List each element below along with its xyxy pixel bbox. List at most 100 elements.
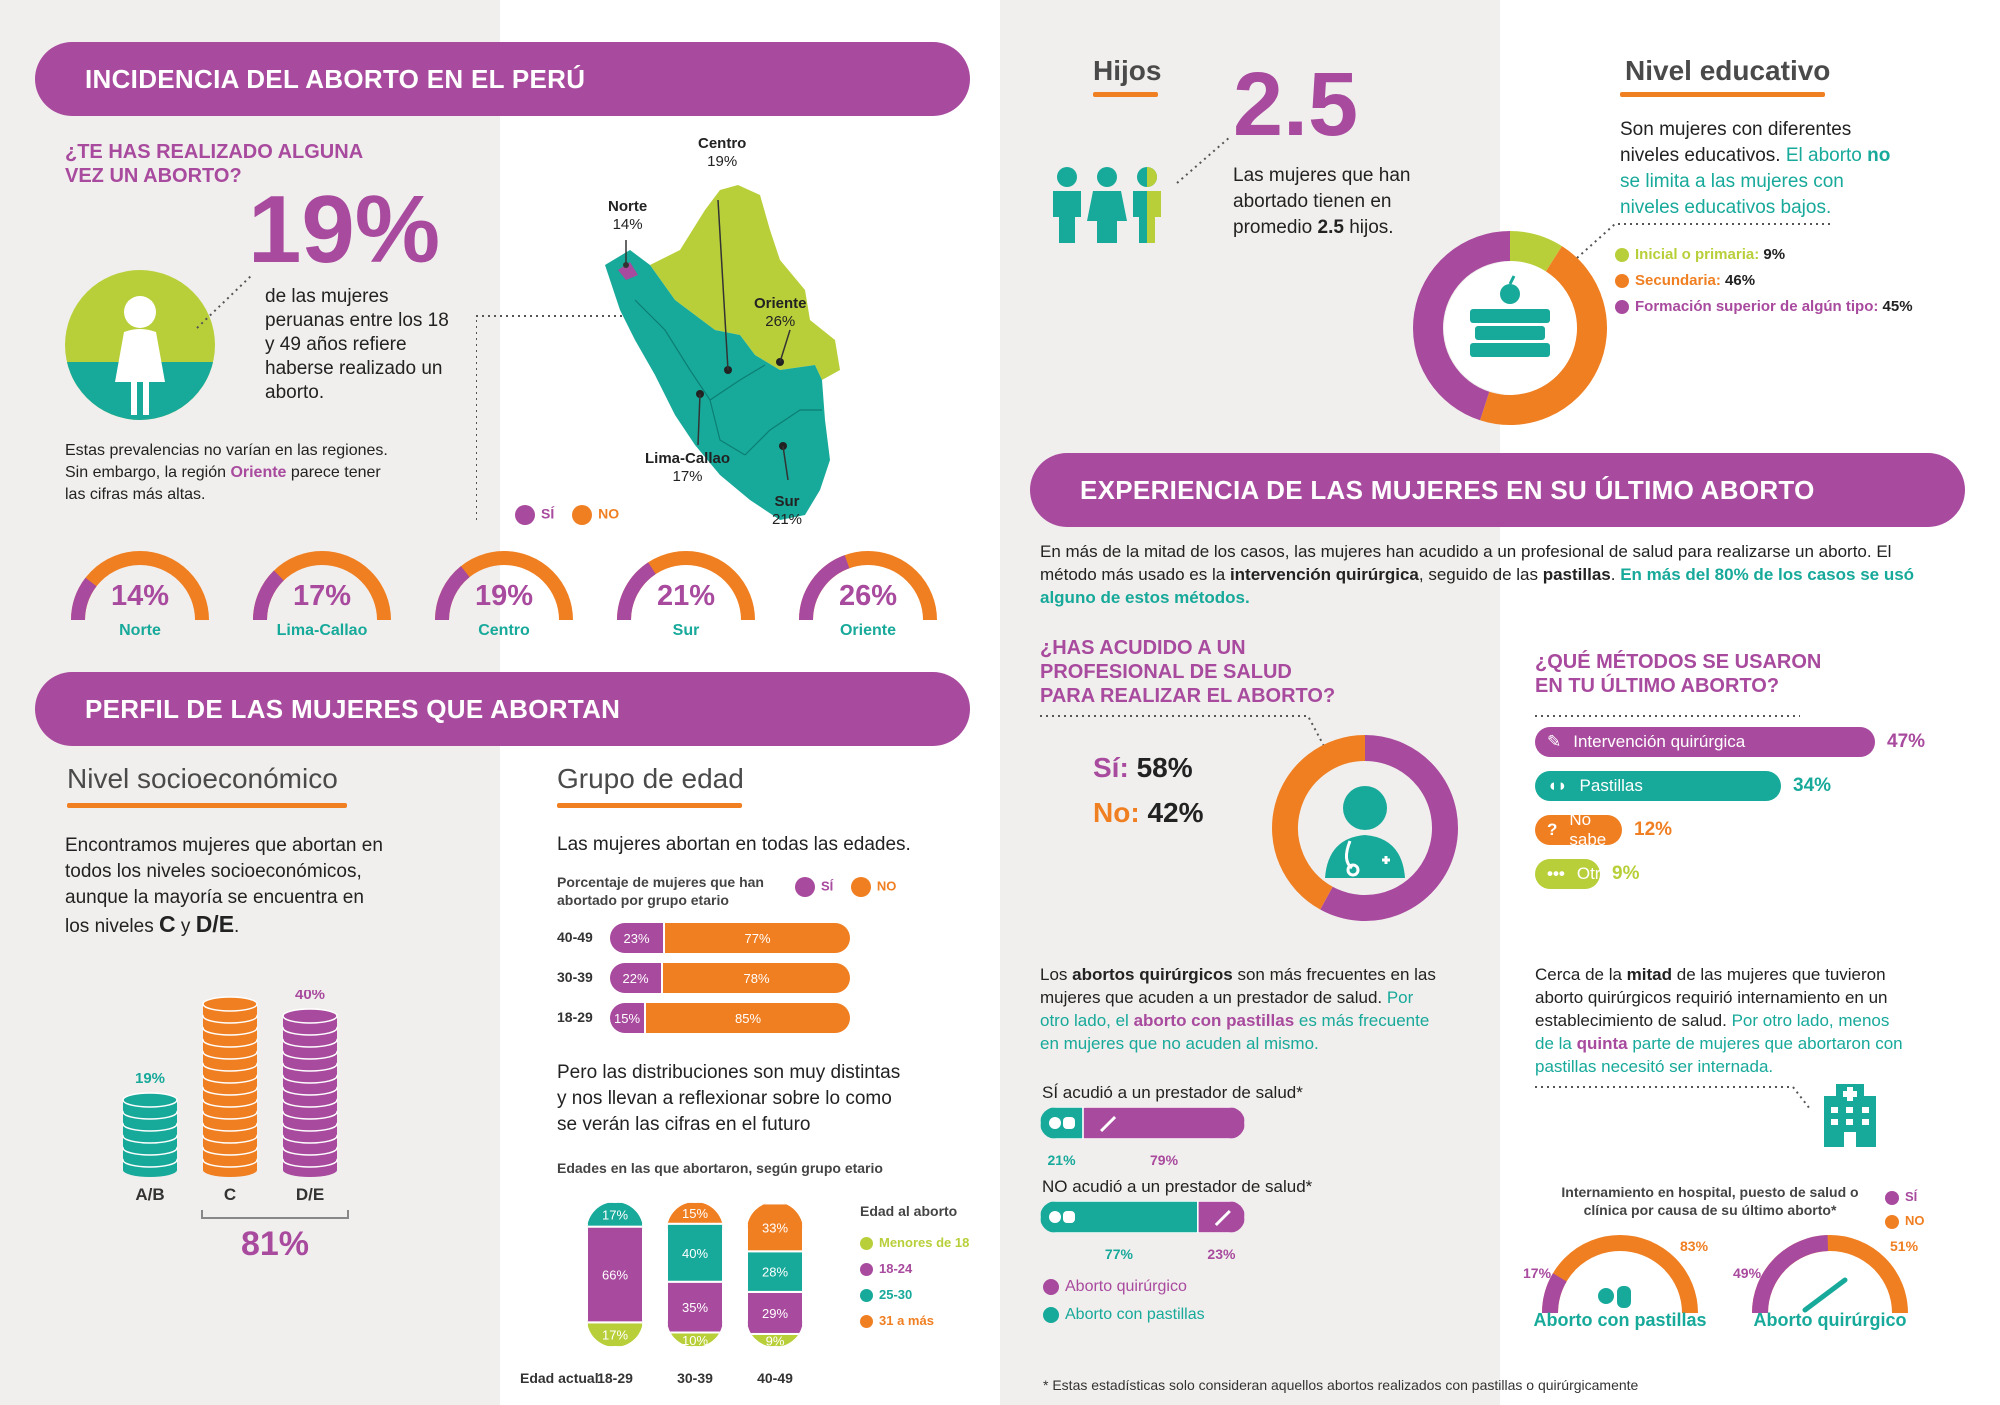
age-group-label: 30-39: [677, 1370, 713, 1386]
region-gauge: [71, 551, 209, 621]
no-label: No:: [1093, 797, 1140, 828]
edad-underline: [557, 803, 742, 808]
legend-dot: [1615, 248, 1629, 263]
educ-donut-chart: [1413, 231, 1607, 425]
method-pct: 47%: [1887, 731, 1926, 752]
region-gauge: [617, 551, 755, 621]
method-icon: ?: [1547, 820, 1558, 839]
prest-pct: 21%: [1048, 1152, 1077, 1168]
intro-bold: pastillas: [1542, 565, 1611, 584]
map-legend: SÍ NO: [515, 505, 619, 525]
q-metodos: ¿QUÉ MÉTODOS SE USARON EN TU ÚLTIMO ABOR…: [1535, 650, 1821, 698]
quir-text: es más frecuente: [1294, 1011, 1430, 1030]
gauge-si-arc: [617, 562, 657, 621]
question-line: ¿QUÉ MÉTODOS SE USARON: [1535, 651, 1822, 673]
hijos-value: 2.5: [1317, 217, 1344, 238]
legend-label: Menores de 18: [879, 1235, 970, 1250]
intro-highlight: En más del 80% de los casos se usó: [1620, 565, 1915, 584]
edad-text: Pero las distribuciones son muy distinta…: [557, 1060, 900, 1138]
experiencia-intro: En más de la mitad de los casos, las muj…: [1040, 540, 1914, 609]
legend-item: NO: [1885, 1209, 1925, 1233]
educ-text: Son mujeres con diferentes niveles educa…: [1620, 117, 1890, 221]
age-pill-seg: [747, 1250, 803, 1293]
dotted-connector: [1176, 136, 1231, 184]
mitad-text: de la: [1535, 1034, 1577, 1053]
age-pill-label: 17%: [602, 1207, 628, 1222]
prest-si-title: SÍ acudió a un prestador de salud*: [1042, 1083, 1303, 1102]
legend-dot: [860, 1237, 873, 1251]
prest-pct: 23%: [1207, 1246, 1236, 1262]
hijos-line: promedio 2.5 hijos.: [1233, 215, 1410, 241]
method-label: No sabe: [1569, 810, 1607, 849]
legend-pct: 9%: [1763, 246, 1786, 263]
edad-chart-title: Porcentaje de mujeres que han abortado p…: [557, 873, 764, 909]
legend-label: 18-24: [879, 1261, 913, 1276]
age-pill-label: 33%: [762, 1220, 788, 1235]
socio-line: los niveles C y D/E.: [65, 911, 383, 940]
coin-pct: 40%: [295, 990, 325, 1003]
map-label-norte: Norte 14%: [608, 198, 647, 234]
bg-right: [1000, 0, 1500, 1405]
gauge-name: Aborto con pastillas: [1533, 1310, 1707, 1330]
quir-text: mujeres que acuden a un prestador de sal…: [1040, 988, 1387, 1007]
edad-text-line: Pero las distribuciones son muy distinta…: [557, 1062, 901, 1083]
edad-intro: Las mujeres abortan en todas las edades.: [557, 834, 911, 855]
perfil-banner-text: PERFIL DE LAS MUJERES QUE ABORTAN: [85, 693, 621, 724]
mitad-text: Cerca de la mitad de las mujeres que tuv…: [1535, 963, 1903, 1078]
educ-line: niveles educativos. El aborto no: [1620, 143, 1890, 169]
coin-pct: 41%: [215, 990, 245, 991]
quir-highlight: Por: [1386, 988, 1414, 1007]
legend-item: Aborto quirúrgico: [1043, 1273, 1205, 1301]
quir-bold: aborto con pastillas: [1133, 1011, 1295, 1030]
mitad-bold: mitad: [1626, 965, 1673, 984]
note-text: parece tener: [286, 464, 381, 481]
gauge-si-arc: [435, 566, 470, 621]
gauge-no-pct: 83%: [1680, 1238, 1709, 1254]
mitad-text: establecimiento de salud.: [1535, 1011, 1732, 1030]
note-line: Sin embargo, la región Oriente parece te…: [65, 462, 388, 484]
intern-legend: SÍ NO: [1885, 1185, 1925, 1233]
quir-line: en mujeres que no acuden al mismo.: [1040, 1034, 1319, 1053]
method-bar: ? No sabe: [1535, 810, 1622, 849]
title-line: Internamiento en hospital, puesto de sal…: [1561, 1184, 1859, 1200]
age-group-label: 18-29: [597, 1370, 633, 1386]
intro-bold: intervención quirúrgica: [1229, 565, 1419, 584]
dotted-connector: [1535, 715, 1800, 717]
coin-pct: 19%: [135, 1070, 165, 1087]
gauge-region-name: Centro: [478, 622, 530, 639]
legend-label: 25-30: [879, 1287, 913, 1302]
age-pill-label: 40%: [682, 1246, 708, 1261]
donut-slice: [1480, 246, 1607, 425]
incidence-banner-text: INCIDENCIA DEL ABORTO EN EL PERÚ: [85, 63, 586, 94]
donut-slice: [1509, 231, 1562, 272]
map-label-oriente: Oriente 26%: [754, 295, 807, 331]
si-label: Sí:: [1093, 752, 1129, 783]
educ-line: se limita a las mujeres con: [1620, 171, 1844, 192]
legend-si-dot: [515, 505, 535, 525]
legend-dot: [1885, 1214, 1899, 1229]
mitad-line: pastillas necesitó ser internada.: [1535, 1057, 1774, 1076]
gauge-si-arc: [253, 570, 284, 621]
map-label-pct: 14%: [612, 216, 643, 233]
legend-item: Menores de 18: [860, 1230, 969, 1256]
age-pill-seg: [667, 1280, 723, 1334]
intro-text: método más usado es la: [1040, 565, 1230, 584]
profesional-donut-chart: [1272, 735, 1458, 921]
mitad-text: Cerca de la: [1535, 965, 1627, 984]
gauge-si-pct: 17%: [1523, 1265, 1552, 1281]
prest-si-bar: 21% 79%: [1040, 1107, 1245, 1168]
coin-stack-c: [202, 996, 258, 1177]
legend-dot: [860, 1289, 873, 1303]
prest-no-title: NO acudió a un prestador de salud*: [1042, 1177, 1313, 1196]
question-line: ¿TE HAS REALIZADO ALGUNA: [65, 141, 364, 163]
method-icon: ✎: [1547, 732, 1562, 751]
method-icon: ◖◗: [1547, 776, 1568, 795]
region-gauge: [799, 551, 937, 621]
edad-abort-legend: Menores de 18 18-24 25-30 31 a más: [860, 1230, 969, 1334]
hijos-line: Las mujeres que han: [1233, 165, 1411, 186]
edad-bar-no: 78%: [663, 963, 850, 993]
socio-text: los niveles: [65, 916, 159, 937]
age-pill-18-29: 17% 66% 17%: [587, 1202, 643, 1347]
quir-text: otro lado, el: [1040, 1011, 1134, 1030]
intern-gauge: [1542, 1235, 1698, 1314]
